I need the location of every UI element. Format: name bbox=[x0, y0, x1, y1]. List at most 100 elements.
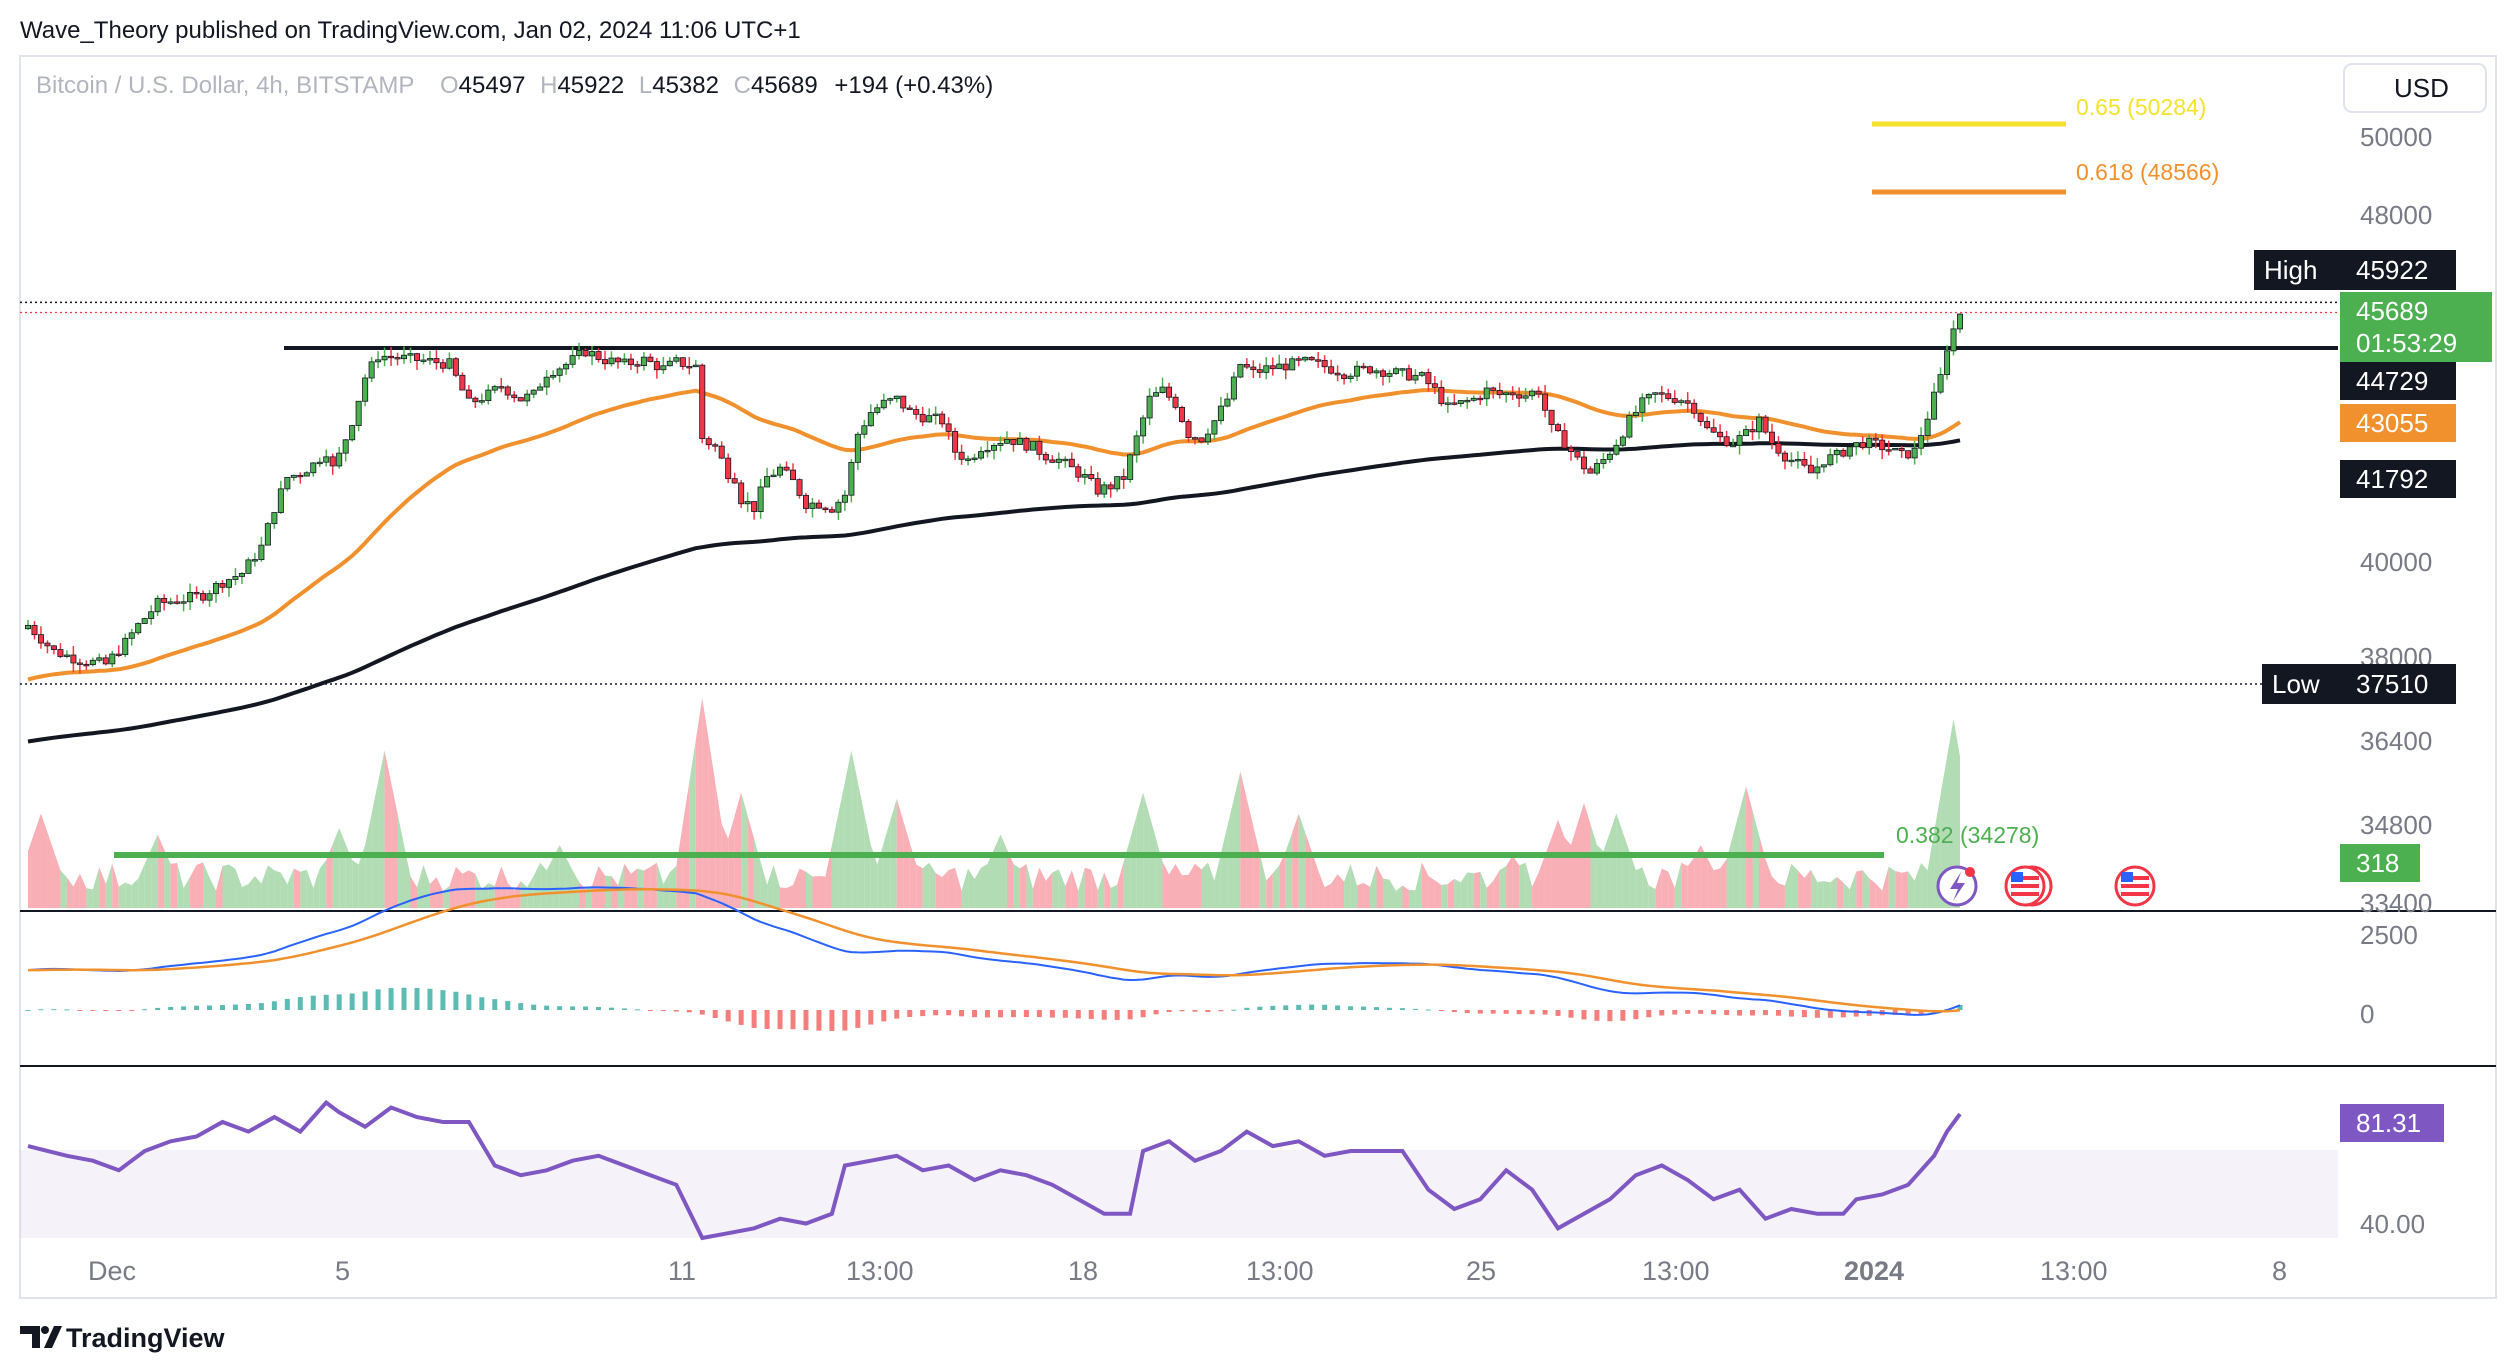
macd-histogram-bar bbox=[907, 1010, 913, 1017]
volume-bar bbox=[1454, 878, 1461, 908]
candle-body bbox=[316, 461, 323, 465]
candle-body bbox=[1937, 374, 1944, 393]
volume-bar bbox=[643, 866, 651, 908]
volume-bar bbox=[851, 750, 858, 908]
macd-histogram-bar bbox=[181, 1006, 187, 1010]
time-tick-8: 8 bbox=[2272, 1256, 2287, 1286]
candle-body bbox=[1392, 368, 1399, 374]
macd-histogram-bar bbox=[583, 1006, 589, 1010]
volume-bar bbox=[1071, 870, 1079, 908]
volume-bar bbox=[391, 782, 398, 908]
candle-body bbox=[757, 486, 764, 512]
candle-body bbox=[867, 412, 874, 427]
volume-bar bbox=[300, 869, 307, 908]
candle-body bbox=[1671, 398, 1678, 403]
macd-histogram-bar bbox=[1555, 1010, 1561, 1016]
us-flag-event-icon[interactable] bbox=[2004, 865, 2053, 907]
time-tick-11: 11 bbox=[668, 1256, 696, 1286]
macd-histogram-bar bbox=[686, 1010, 692, 1013]
candle-body bbox=[1931, 391, 1938, 420]
rsi-band bbox=[20, 1150, 2338, 1238]
volume-bar bbox=[410, 876, 417, 908]
time-axis[interactable]: Dec 5 11 13:00 18 13:00 25 13:00 2024 13… bbox=[88, 1256, 2287, 1286]
ema50-line bbox=[27, 387, 1962, 682]
candle-body bbox=[1568, 447, 1575, 452]
candle-body bbox=[1846, 446, 1853, 457]
volume-bar bbox=[118, 882, 126, 908]
volume-bar bbox=[1771, 876, 1779, 908]
candle-body bbox=[1684, 400, 1691, 404]
candle-body bbox=[472, 397, 479, 403]
macd-histogram-bar bbox=[1788, 1010, 1794, 1017]
candle-body bbox=[1820, 464, 1827, 468]
tradingview-logo[interactable]: TradingView bbox=[20, 1323, 226, 1353]
candle-body bbox=[589, 351, 596, 357]
svg-text:O45497 H45922 L453: O45497 H45922 L45382 C45689 +194 (+0.43%… bbox=[440, 72, 993, 99]
macd-histogram-bar bbox=[764, 1010, 770, 1029]
candle-body bbox=[44, 642, 51, 647]
volume-bar bbox=[28, 832, 35, 908]
volume-bar bbox=[1149, 815, 1157, 908]
macd-histogram-bar bbox=[518, 1003, 524, 1010]
dividend-event-icon[interactable] bbox=[1936, 865, 1978, 907]
candle-body bbox=[1853, 442, 1860, 448]
volume-bar bbox=[1590, 824, 1597, 908]
candle-body bbox=[342, 439, 349, 454]
candle-body bbox=[1944, 350, 1951, 375]
volume-bar bbox=[1097, 872, 1105, 908]
volume-bar bbox=[125, 882, 132, 908]
volume-bar bbox=[1869, 878, 1876, 908]
volume-bar bbox=[416, 864, 424, 908]
candle-body bbox=[465, 389, 472, 399]
candle-body bbox=[764, 476, 771, 488]
volume-bar bbox=[131, 878, 139, 908]
volume-bar bbox=[254, 876, 262, 908]
candle-body bbox=[1736, 435, 1743, 446]
candle-body bbox=[893, 395, 900, 400]
macd-histogram-bar bbox=[1516, 1010, 1522, 1015]
volume-bar bbox=[1370, 865, 1377, 908]
candle-body bbox=[517, 397, 524, 402]
volume-bar bbox=[112, 863, 119, 908]
volume-bar bbox=[1039, 867, 1046, 908]
macd-histogram-bar bbox=[492, 999, 498, 1010]
candle-body bbox=[1600, 459, 1607, 464]
candle-body bbox=[1166, 386, 1173, 398]
volume-bar bbox=[1571, 824, 1578, 908]
volume-bar bbox=[378, 750, 385, 908]
macd-histogram-bar bbox=[1270, 1005, 1276, 1010]
candle-body bbox=[1542, 393, 1549, 411]
volume-bar bbox=[1655, 868, 1662, 908]
candle-body bbox=[504, 386, 511, 396]
volume-bar bbox=[1888, 866, 1896, 908]
currency-button[interactable]: USD bbox=[2343, 63, 2487, 113]
volume-bar bbox=[1545, 837, 1552, 908]
volume-bar bbox=[34, 813, 41, 908]
volume-bar bbox=[909, 842, 917, 908]
candle-body bbox=[478, 400, 485, 403]
volume-bar bbox=[1648, 885, 1656, 908]
volume-bar bbox=[1467, 872, 1474, 908]
candle-body bbox=[1107, 484, 1114, 490]
macd-histogram-bar bbox=[1672, 1010, 1678, 1015]
volume-bar bbox=[1194, 863, 1202, 908]
close-value: 45689 bbox=[751, 72, 818, 99]
volume-bar bbox=[1272, 865, 1280, 908]
macd-histogram-bar bbox=[1568, 1010, 1574, 1018]
candle-body bbox=[1354, 365, 1361, 377]
macd-histogram-bar bbox=[829, 1010, 835, 1032]
candle-body bbox=[1451, 402, 1458, 405]
us-flag-event-icon-2[interactable] bbox=[2114, 865, 2156, 907]
time-tick-5: 5 bbox=[335, 1256, 350, 1286]
volume-bar bbox=[1519, 862, 1526, 908]
candle-body bbox=[1704, 421, 1711, 429]
volume-bar bbox=[825, 845, 832, 908]
candle-body bbox=[1302, 356, 1309, 361]
macd-histogram-bar bbox=[1892, 1010, 1898, 1015]
volume-bar bbox=[1434, 880, 1442, 908]
volume-bar bbox=[144, 849, 152, 908]
tradingview-logo-icon bbox=[20, 1326, 62, 1348]
volume-bar bbox=[235, 869, 242, 908]
volume-bar bbox=[1473, 871, 1481, 908]
